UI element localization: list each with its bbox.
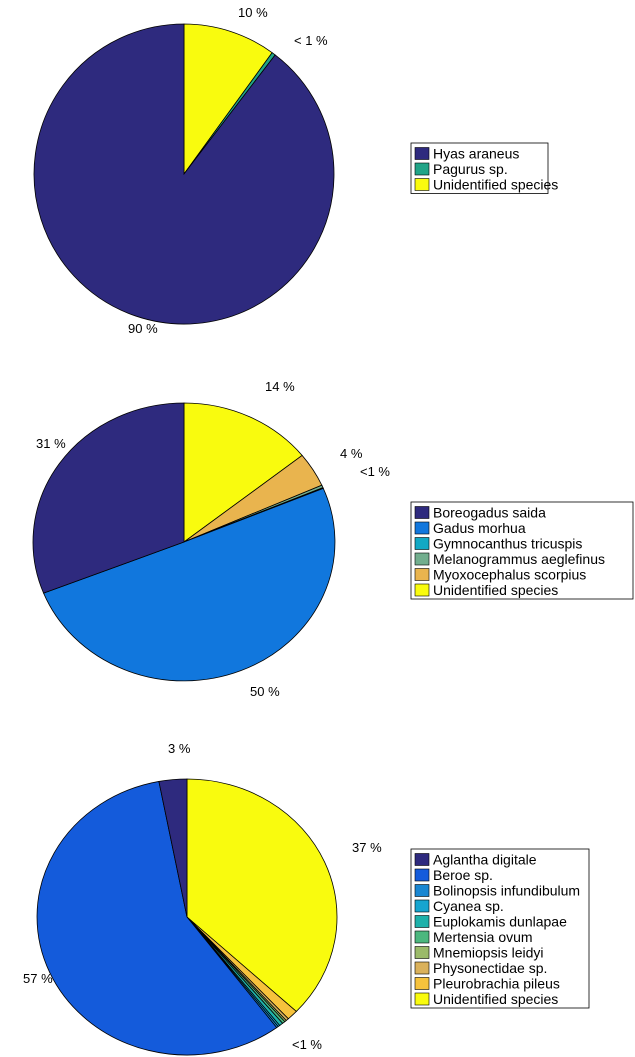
pie-slice-boreogadus-saida bbox=[32, 402, 185, 594]
slice-percent-label: 37 % bbox=[352, 840, 382, 855]
legend-swatch bbox=[414, 915, 430, 928]
legend-swatch bbox=[414, 521, 430, 535]
legend-entry: Unidentified species bbox=[433, 582, 558, 598]
legend-swatch bbox=[414, 178, 430, 191]
legend-box bbox=[410, 142, 549, 194]
slice-percent-label: 90 % bbox=[128, 321, 158, 336]
legend-box bbox=[410, 848, 590, 1009]
legend-entry: Gadus morhua bbox=[433, 520, 526, 536]
legend-entry: Pagurus sp. bbox=[433, 161, 508, 177]
legend-entry: Myoxocephalus scorpius bbox=[433, 567, 586, 583]
legend-entry: Pleurobrachia pileus bbox=[433, 976, 560, 992]
legend-entry: Bolinopsis infundibulum bbox=[433, 883, 580, 899]
legend-swatch bbox=[414, 961, 430, 975]
slice-percent-label: < 1 % bbox=[294, 33, 328, 48]
legend-swatch bbox=[414, 899, 430, 913]
legend-box bbox=[410, 501, 634, 600]
slice-percent-label: <1 % bbox=[292, 1037, 322, 1052]
legend-entry: Beroe sp. bbox=[433, 867, 493, 883]
legend-entry: Physonectidae sp. bbox=[433, 960, 547, 976]
slice-percent-label: <1 % bbox=[360, 464, 390, 479]
legend-entry: Unidentified species bbox=[433, 177, 558, 193]
pie-slice-unidentified-species bbox=[183, 23, 273, 176]
legend-entry: Euplokamis dunlapae bbox=[433, 914, 567, 930]
legend-entry: Mnemiopsis leidyi bbox=[433, 945, 543, 961]
legend-entry: Unidentified species bbox=[433, 991, 558, 1007]
slice-percent-label: 4 % bbox=[340, 446, 363, 461]
legend-swatch bbox=[414, 537, 430, 550]
legend-entry: Melanogrammus aeglefinus bbox=[433, 551, 605, 567]
slice-percent-label: 31 % bbox=[36, 436, 66, 451]
legend-swatch bbox=[414, 884, 430, 897]
pie-slice-unidentified-species bbox=[186, 778, 338, 1013]
slice-percent-label: 57 % bbox=[23, 971, 53, 986]
legend-swatch bbox=[414, 568, 430, 581]
legend-swatch bbox=[414, 946, 430, 959]
pie-slice-hyas-araneus bbox=[33, 23, 335, 325]
legend-swatch bbox=[414, 930, 430, 944]
legend-entry: Hyas araneus bbox=[433, 146, 519, 162]
legend-swatch bbox=[414, 992, 430, 1006]
legend-swatch bbox=[414, 506, 430, 519]
pie-slice-gadus-morhua bbox=[43, 487, 336, 682]
legend-entry: Gymnocanthus tricuspis bbox=[433, 536, 582, 552]
legend-entry: Aglantha digitale bbox=[433, 852, 537, 868]
pie-chart-fish: 31 % 50 % <1 % 4 % 14 % Boreogadus saidaGadus… bbox=[32, 379, 634, 699]
legend-swatch bbox=[414, 147, 430, 160]
legend-entry: Cyanea sp. bbox=[433, 898, 504, 914]
legend-swatch bbox=[414, 853, 430, 866]
legend-entry: Mertensia ovum bbox=[433, 929, 533, 945]
legend-swatch bbox=[414, 552, 430, 566]
slice-percent-label: 3 % bbox=[168, 741, 191, 756]
pie-slice-beroe-sp bbox=[36, 780, 278, 1056]
legend-swatch bbox=[414, 162, 430, 176]
legend-swatch bbox=[414, 583, 430, 597]
legend-entry: Boreogadus saida bbox=[433, 505, 546, 521]
legend-swatch bbox=[414, 977, 430, 990]
pie-slice-aglantha-digitale bbox=[158, 778, 188, 918]
slice-percent-label: 14 % bbox=[265, 379, 295, 394]
slice-percent-label: 50 % bbox=[250, 684, 280, 699]
pie-slice-unidentified-species bbox=[183, 402, 303, 543]
legend-swatch bbox=[414, 868, 430, 882]
slice-percent-label: 10 % bbox=[238, 5, 268, 20]
